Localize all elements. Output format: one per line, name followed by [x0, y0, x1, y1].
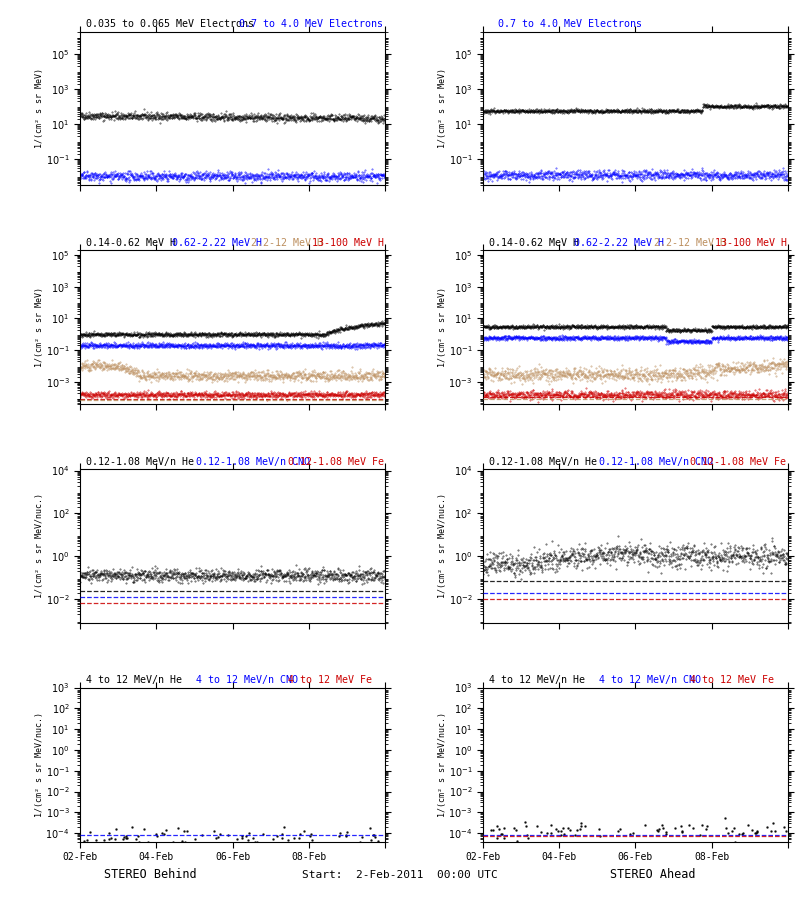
Text: 0.12-1.08 MeV/n CNO: 0.12-1.08 MeV/n CNO	[598, 456, 713, 466]
Text: 0.14-0.62 MeV H: 0.14-0.62 MeV H	[86, 238, 176, 248]
Text: 0.14-0.62 MeV H: 0.14-0.62 MeV H	[489, 238, 579, 248]
Text: 0.62-2.22 MeV H: 0.62-2.22 MeV H	[574, 238, 664, 248]
Y-axis label: 1/(cm² s sr MeV): 1/(cm² s sr MeV)	[438, 68, 447, 148]
Text: 0.12-1.08 MeV Fe: 0.12-1.08 MeV Fe	[690, 456, 786, 466]
Text: 0.7 to 4.0 MeV Electrons: 0.7 to 4.0 MeV Electrons	[238, 19, 382, 29]
Y-axis label: 1/(cm² s sr MeV): 1/(cm² s sr MeV)	[35, 68, 44, 148]
Y-axis label: 1/(cm² s sr MeV/nuc.): 1/(cm² s sr MeV/nuc.)	[438, 712, 447, 817]
Text: 4 to 12 MeV/n He: 4 to 12 MeV/n He	[86, 675, 182, 685]
Text: Start:  2-Feb-2011  00:00 UTC: Start: 2-Feb-2011 00:00 UTC	[302, 869, 498, 879]
Text: 0.12-1.08 MeV/n He: 0.12-1.08 MeV/n He	[489, 456, 597, 466]
Text: 4 to 12 MeV/n He: 4 to 12 MeV/n He	[489, 675, 585, 685]
Y-axis label: 1/(cm² s sr MeV/nuc.): 1/(cm² s sr MeV/nuc.)	[438, 493, 447, 598]
Text: 0.035 to 0.065 MeV Electrons: 0.035 to 0.065 MeV Electrons	[86, 19, 254, 29]
Text: 13-100 MeV H: 13-100 MeV H	[714, 238, 786, 248]
Text: 4 to 12 MeV/n CNO: 4 to 12 MeV/n CNO	[196, 675, 298, 685]
Text: 0.12-1.08 MeV Fe: 0.12-1.08 MeV Fe	[287, 456, 383, 466]
Text: STEREO Behind: STEREO Behind	[104, 868, 197, 880]
Y-axis label: 1/(cm² s sr MeV): 1/(cm² s sr MeV)	[438, 287, 447, 367]
Text: 2.2-12 MeV H: 2.2-12 MeV H	[654, 238, 726, 248]
Text: 0.12-1.08 MeV/n CNO: 0.12-1.08 MeV/n CNO	[196, 456, 310, 466]
Text: STEREO Ahead: STEREO Ahead	[610, 868, 696, 880]
Text: 0.62-2.22 MeV H: 0.62-2.22 MeV H	[171, 238, 262, 248]
Text: 2.2-12 MeV H: 2.2-12 MeV H	[251, 238, 323, 248]
Y-axis label: 1/(cm² s sr MeV): 1/(cm² s sr MeV)	[35, 287, 44, 367]
Text: 4 to 12 MeV Fe: 4 to 12 MeV Fe	[690, 675, 774, 685]
Text: 0.7 to 4.0 MeV Electrons: 0.7 to 4.0 MeV Electrons	[498, 19, 642, 29]
Text: 4 to 12 MeV Fe: 4 to 12 MeV Fe	[287, 675, 371, 685]
Text: 0.12-1.08 MeV/n He: 0.12-1.08 MeV/n He	[86, 456, 194, 466]
Text: 13-100 MeV H: 13-100 MeV H	[312, 238, 384, 248]
Y-axis label: 1/(cm² s sr MeV/nuc.): 1/(cm² s sr MeV/nuc.)	[35, 712, 44, 817]
Y-axis label: 1/(cm² s sr MeV/nuc.): 1/(cm² s sr MeV/nuc.)	[35, 493, 45, 598]
Text: 4 to 12 MeV/n CNO: 4 to 12 MeV/n CNO	[598, 675, 701, 685]
